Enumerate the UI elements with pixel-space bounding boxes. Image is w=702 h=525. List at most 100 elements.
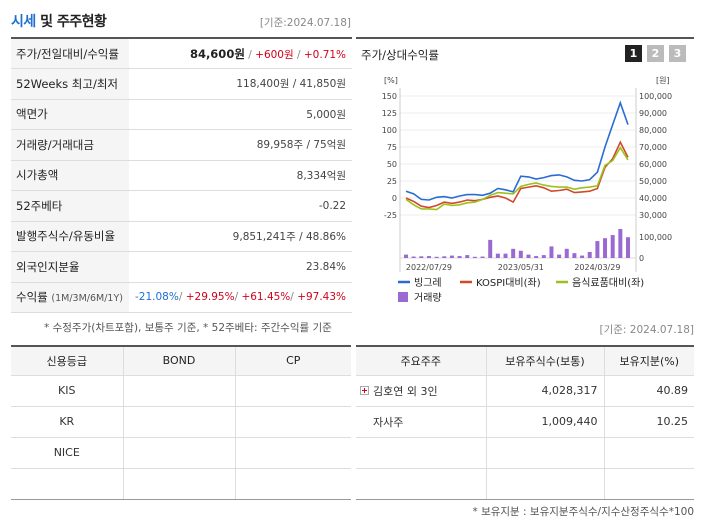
- holder-shares: 1,009,440: [485, 406, 604, 438]
- holder-shares: [485, 468, 604, 500]
- price-footnote: * 수정주가(차트포함), 보통주 기준, * 52주베타: 주간수익률 기준: [44, 322, 332, 334]
- volume-bar: [442, 256, 447, 258]
- table-row: [11, 468, 351, 500]
- info-row-price: 주가/전일대비/수익률 84,600원 / +600원 / +0.71%: [11, 38, 353, 69]
- credit-bond: [122, 437, 235, 469]
- current-price: 84,600원: [189, 46, 245, 61]
- credit-cp: [234, 468, 351, 500]
- right-tick-label: 100,000: [639, 92, 672, 101]
- chart-tab-1[interactable]: 1: [625, 45, 642, 62]
- table-row: [356, 468, 694, 500]
- credit-agency: KR: [11, 406, 123, 438]
- volume-bar: [595, 241, 600, 258]
- table-row: [356, 437, 694, 469]
- market-cap-label: 시가총액: [11, 160, 129, 191]
- right-axis-unit: [원]: [656, 76, 670, 85]
- info-row-market-cap: 시가총액 8,334억원: [11, 160, 353, 191]
- table-row: KIS: [11, 375, 351, 407]
- return-3m: +29.95%: [185, 291, 235, 304]
- x-tick-label: 2024/03/29: [574, 263, 620, 272]
- legend-label: 음식료품대비(좌): [572, 277, 644, 289]
- legend-swatch-volume: [398, 292, 408, 302]
- expand-icon[interactable]: [360, 386, 369, 395]
- chart-title: 주가/상대수익률: [361, 48, 439, 62]
- holder-pct: [603, 468, 694, 500]
- return-1y: +97.43%: [297, 291, 347, 304]
- left-tick-label: 25: [387, 177, 397, 186]
- chart-reference-date: [기준: 2024.07.18]: [599, 324, 694, 336]
- volume-bar: [495, 253, 500, 258]
- chart-tab-2[interactable]: 2: [647, 45, 664, 62]
- legend-label: 빙그레: [414, 277, 442, 289]
- info-row-beta: 52주베타 -0.22: [11, 190, 353, 222]
- credit-bond: [122, 375, 235, 407]
- market-cap-value: 8,334억원: [129, 160, 353, 191]
- info-row-shares: 발행주식수/유동비율 9,851,241주 / 48.86%: [11, 221, 353, 252]
- return-value: -21.08%/ +29.95%/ +61.45%/ +97.43%: [129, 282, 353, 313]
- credit-header-bond: BOND: [122, 346, 235, 376]
- return-chart: [%] [원] 150 125 100 75 50 25 0 -25 100,000 90,000 80…: [382, 76, 672, 304]
- credit-bond: [122, 406, 235, 438]
- beta-label: 52주베타: [11, 190, 129, 222]
- volume-bar: [480, 256, 485, 258]
- info-row-return: 수익률 (1M/3M/6M/1Y) -21.08%/ +29.95%/ +61.…: [11, 282, 353, 313]
- credit-cp: [234, 437, 351, 469]
- right-tick-label: 50,000: [639, 177, 667, 186]
- price-info-table: 주가/전일대비/수익률 84,600원 / +600원 / +0.71% 52W…: [11, 37, 353, 313]
- return-6m: +61.45%: [241, 291, 291, 304]
- credit-rating-table: 신용등급 BOND CP KIS KR NICE: [11, 345, 351, 500]
- right-tick-label: 90,000: [639, 109, 667, 118]
- volume-bar: [449, 255, 454, 258]
- reference-date: [기준:2024.07.18]: [259, 17, 351, 29]
- credit-cp: [234, 406, 351, 438]
- volume-bar: [549, 246, 554, 258]
- left-axis-unit: [%]: [384, 76, 398, 85]
- volume-bar: [434, 256, 439, 258]
- right-tick-label: 30,000: [639, 211, 667, 220]
- volume-bar: [534, 256, 539, 258]
- table-row: 자사주 1,009,440 10.25: [356, 406, 694, 438]
- volume-label: 거래량/거래대금: [11, 129, 129, 161]
- volume-tick-label: 0: [639, 254, 644, 263]
- holders-header-name: 주요주주: [356, 346, 486, 376]
- volume-bar: [541, 255, 546, 258]
- table-row[interactable]: 김호연 외 3인 4,028,317 40.89: [356, 375, 694, 407]
- holder-pct: 10.25: [603, 406, 694, 438]
- price-change-pct: +0.71%: [303, 48, 347, 61]
- holder-pct: [603, 437, 694, 469]
- table-row: NICE: [11, 437, 351, 469]
- holder-name: [356, 468, 486, 500]
- volume-bar: [626, 237, 630, 258]
- chart-tab-3[interactable]: 3: [669, 45, 686, 62]
- credit-header-rating: 신용등급: [11, 346, 123, 376]
- credit-bond: [122, 468, 235, 500]
- weeks52-label: 52Weeks 최고/최저: [11, 68, 129, 100]
- left-tick-label: 0: [392, 194, 397, 203]
- volume-bar: [580, 255, 585, 258]
- volume-bar: [457, 256, 462, 258]
- price-label: 주가/전일대비/수익률: [11, 38, 129, 69]
- holder-name[interactable]: 김호연 외 3인: [356, 375, 486, 407]
- volume-bar: [404, 254, 408, 258]
- series-line-1: [405, 100, 629, 201]
- holder-name: [356, 437, 486, 469]
- return-period: (1M/3M/6M/1Y): [51, 293, 123, 305]
- volume-bar: [472, 256, 477, 258]
- right-tick-label: 70,000: [639, 143, 667, 152]
- table-row: KR: [11, 406, 351, 438]
- credit-agency: KIS: [11, 375, 123, 407]
- shares-label: 발행주식수/유동비율: [11, 221, 129, 252]
- credit-cp: [234, 375, 351, 407]
- volume-value: 89,958주 / 75억원: [129, 129, 353, 161]
- info-row-volume: 거래량/거래대금 89,958주 / 75억원: [11, 129, 353, 161]
- volume-bar: [603, 238, 608, 258]
- volume-bar: [465, 255, 470, 258]
- left-tick-label: 125: [382, 109, 397, 118]
- x-tick-label: 2023/05/31: [498, 263, 544, 272]
- volume-bar: [518, 250, 523, 258]
- return-label: 수익률 (1M/3M/6M/1Y): [11, 282, 129, 313]
- right-tick-label: 80,000: [639, 126, 667, 135]
- holder-pct: 40.89: [603, 375, 694, 407]
